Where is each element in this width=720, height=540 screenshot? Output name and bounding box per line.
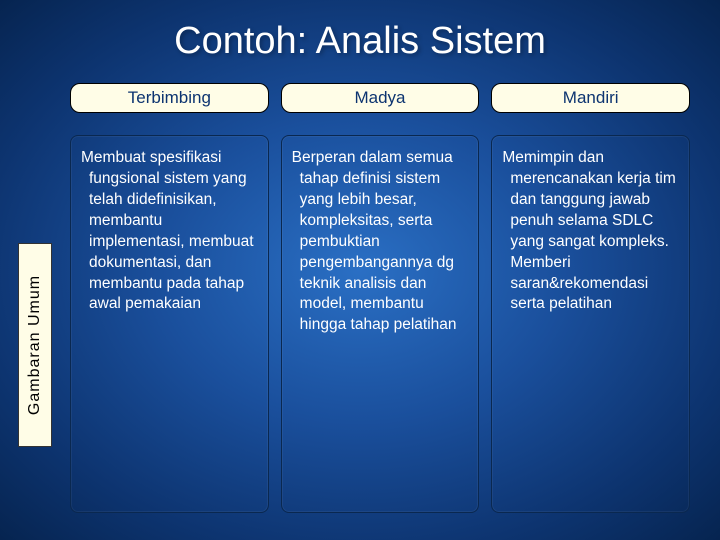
- column-body: Memimpin dan merencanakan kerja tim dan …: [491, 135, 690, 513]
- column-header: Terbimbing: [70, 83, 269, 113]
- column-body-text: Berperan dalam semua tahap definisi sist…: [292, 148, 469, 336]
- column-body-text: Membuat spesifikasi fungsional sistem ya…: [81, 148, 258, 315]
- slide-title: Contoh: Analis Sistem: [0, 0, 720, 83]
- content-area: Gambaran Umum Terbimbing Membuat spesifi…: [0, 83, 720, 513]
- column-header: Mandiri: [491, 83, 690, 113]
- column-header: Madya: [281, 83, 480, 113]
- side-label-text: Gambaran Umum: [26, 275, 44, 415]
- columns-container: Terbimbing Membuat spesifikasi fungsiona…: [70, 83, 690, 513]
- column-body: Membuat spesifikasi fungsional sistem ya…: [70, 135, 269, 513]
- column-madya: Madya Berperan dalam semua tahap definis…: [281, 83, 480, 513]
- column-body: Berperan dalam semua tahap definisi sist…: [281, 135, 480, 513]
- side-label: Gambaran Umum: [18, 243, 52, 447]
- column-terbimbing: Terbimbing Membuat spesifikasi fungsiona…: [70, 83, 269, 513]
- column-body-text: Memimpin dan merencanakan kerja tim dan …: [502, 148, 679, 315]
- column-mandiri: Mandiri Memimpin dan merencanakan kerja …: [491, 83, 690, 513]
